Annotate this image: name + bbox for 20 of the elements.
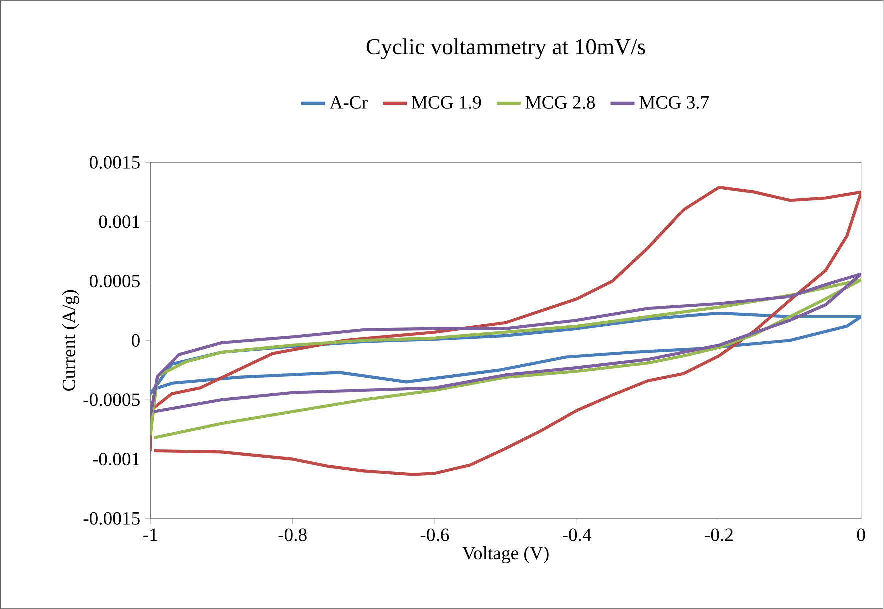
legend-label: MCG 2.8 [526,96,596,109]
y-tick-label: 0.001 [99,215,140,228]
x-tick-label: -0.6 [420,528,450,542]
y-tick-label: 0.0005 [90,274,140,288]
x-tick-label: -1 [144,528,158,541]
y-tick-label: -0.0015 [84,512,140,525]
chart-title: Cyclic voltammetry at 10mV/s [366,38,646,60]
x-tick-label: -0.8 [278,528,307,542]
y-tick-label: 0.0015 [90,156,140,169]
x-tick-label: 0 [857,528,866,542]
legend-label: MCG 1.9 [412,96,482,109]
x-tick-label: -0.2 [705,528,733,542]
y-axis-title: Current (A/g) [62,290,80,391]
x-tick-label: -0.4 [562,528,592,542]
legend-label: MCG 3.7 [640,96,710,109]
y-tick-label: 0 [132,334,140,347]
x-axis-title: Voltage (V) [462,546,549,564]
legend-label: A-Cr [330,96,368,109]
y-tick-label: -0.001 [93,452,140,466]
y-tick-label: -0.0005 [84,393,140,406]
